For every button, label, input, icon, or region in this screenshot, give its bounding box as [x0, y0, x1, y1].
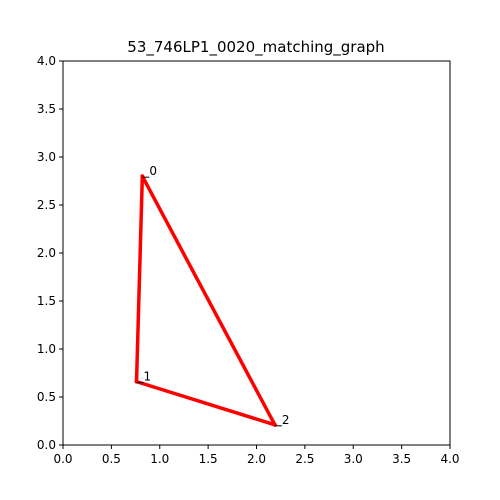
x-tick-label: 3.0	[344, 452, 363, 466]
nodes: 0 1 2	[134, 164, 290, 427]
y-tick-label: 3.5	[37, 102, 56, 116]
x-tick-label: 3.5	[392, 452, 411, 466]
chart-title: 53_746LP1_0020_matching_graph	[127, 38, 384, 57]
edge-2-0	[140, 174, 277, 427]
edges	[134, 174, 277, 427]
y-tick-label: 3.0	[37, 150, 56, 164]
y-axis: 0.0 0.5 1.0 1.5 2.0 2.5 3.0 3.5 4.0	[37, 54, 63, 452]
x-tick-label: 0.0	[53, 452, 72, 466]
x-tick-label: 4.0	[440, 452, 459, 466]
node-label-2: 2	[282, 413, 290, 427]
x-tick-label: 1.0	[150, 452, 169, 466]
node-label-0: 0	[149, 164, 157, 178]
x-tick-label: 1.5	[199, 452, 218, 466]
y-tick-label: 1.5	[37, 294, 56, 308]
y-tick-label: 1.0	[37, 342, 56, 356]
y-tick-label: 2.0	[37, 246, 56, 260]
y-tick-label: 0.0	[37, 438, 56, 452]
edge-1-2	[134, 379, 277, 427]
x-axis: 0.0 0.5 1.0 1.5 2.0 2.5 3.0 3.5 4.0	[53, 445, 460, 466]
y-tick-label: 4.0	[37, 54, 56, 68]
x-tick-label: 2.0	[247, 452, 266, 466]
node-label-1: 1	[144, 370, 152, 384]
x-tick-label: 2.5	[295, 452, 314, 466]
edge-0-1	[134, 174, 145, 384]
y-tick-label: 2.5	[37, 198, 56, 212]
y-tick-label: 0.5	[37, 390, 56, 404]
x-tick-label: 0.5	[102, 452, 121, 466]
